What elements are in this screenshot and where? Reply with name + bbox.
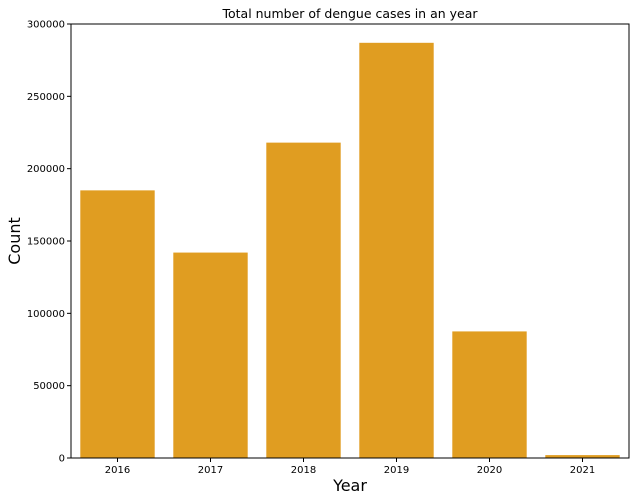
y-tick-label: 50000: [33, 381, 65, 392]
bar-2021: [545, 455, 620, 458]
y-axis-ticks: 0 50000 100000 150000 200000 250000 300000: [27, 20, 71, 465]
y-tick-label: 300000: [27, 20, 65, 31]
bar-2017: [173, 252, 248, 458]
x-axis-ticks: 2016 2017 2018 2019 2020 2021: [105, 458, 595, 476]
y-tick-label: 200000: [27, 164, 65, 175]
bar-2020: [452, 331, 527, 458]
bar-2018: [266, 142, 341, 459]
y-tick-label: 100000: [27, 309, 65, 320]
x-tick-label: 2019: [384, 465, 409, 476]
x-tick-label: 2017: [198, 465, 223, 476]
axes-frame: [70, 23, 630, 459]
x-tick-label: 2020: [477, 465, 502, 476]
y-tick-label: 0: [59, 454, 65, 465]
y-tick-label: 150000: [27, 237, 65, 248]
x-tick-label: 2018: [291, 465, 316, 476]
y-tick-label: 250000: [27, 92, 65, 103]
chart-title: Total number of dengue cases in an year: [221, 6, 478, 21]
x-axis-label: Year: [332, 476, 367, 495]
x-tick-label: 2016: [105, 465, 130, 476]
y-axis-label: Count: [5, 217, 24, 265]
bar-2016: [80, 190, 155, 458]
x-tick-label: 2021: [570, 465, 595, 476]
bars-group: [80, 42, 620, 459]
bar-2019: [359, 42, 434, 458]
